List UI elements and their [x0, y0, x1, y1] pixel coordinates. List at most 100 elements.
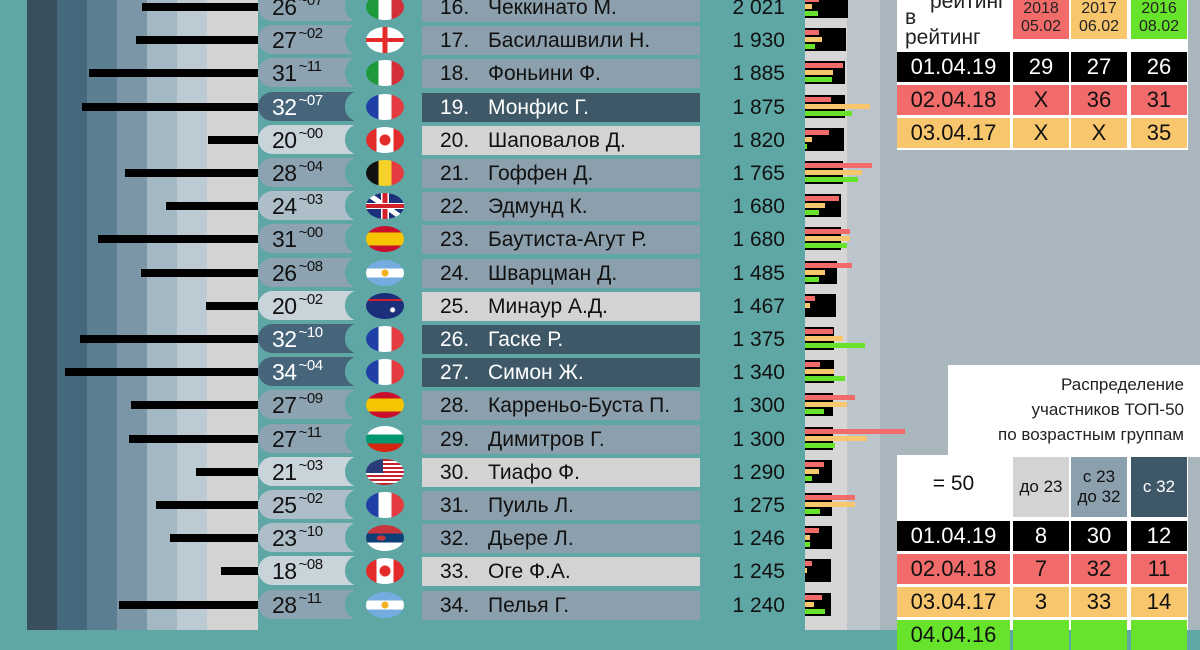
player-name: Шаповалов Д. [488, 129, 626, 152]
player-name: Монфис Г. [488, 96, 589, 119]
age-table-title: по возрастным группам [997, 425, 1184, 444]
player-name: Гоффен Д. [488, 162, 594, 185]
rank-value: 27 [1071, 52, 1127, 82]
player-row[interactable]: 31. Пуиль Л. [422, 491, 700, 520]
age-pill: 23 ~10 [258, 523, 354, 552]
age-months: ~03 [298, 191, 323, 208]
player-name: Пелья Г. [488, 594, 570, 617]
player-row[interactable]: 17. Басилашвили Н. [422, 26, 700, 55]
age-count: 12 [1131, 521, 1187, 551]
points-2016-bar [805, 44, 815, 49]
player-points: 1 275 [732, 494, 785, 517]
age-months: ~04 [298, 357, 323, 374]
age-pill: 31 ~00 [258, 224, 354, 253]
age-pill: 27 ~11 [258, 424, 354, 453]
points-2016-bar [805, 376, 845, 381]
age-pill: 27 ~09 [258, 390, 354, 419]
player-points: 1 820 [732, 129, 785, 152]
player-row[interactable]: 33. Оге Ф.А. [422, 557, 700, 586]
points-2017-bar [805, 37, 823, 42]
age-months: ~08 [298, 258, 323, 275]
points-2018-bar [805, 462, 824, 467]
year-column-header: 2016 08.02 [1131, 0, 1187, 39]
age-pill: 28 ~04 [258, 158, 354, 187]
age-bar [136, 36, 258, 44]
points-2018-bar [805, 528, 820, 533]
player-points: 1 300 [732, 394, 785, 417]
player-rank: 17. [440, 29, 470, 52]
row-date: 03.04.17 [897, 587, 1010, 617]
player-row[interactable]: 32. Дьере Л. [422, 524, 700, 553]
player-rank: 22. [440, 195, 470, 218]
age-bar [79, 335, 258, 343]
player-row[interactable]: 20. Шаповалов Д. [422, 126, 700, 155]
player-rank: 25. [440, 295, 470, 318]
player-points: 1 240 [732, 594, 785, 617]
player-name: Баутиста-Агут Р. [488, 228, 648, 251]
player-rank: 34. [440, 594, 470, 617]
player-row[interactable]: 16. Чеккинато М. [422, 0, 700, 22]
player-row[interactable]: 22. Эдмунд К. [422, 192, 700, 221]
points-2018-bar [805, 362, 821, 367]
points-2017-bar [805, 502, 855, 507]
rank-value: 31 [1131, 85, 1187, 115]
age-pill: 18 ~08 [258, 556, 354, 585]
player-name: Фоньини Ф. [488, 62, 601, 85]
points-2018-bar [805, 329, 834, 334]
age-years: 27 [272, 426, 297, 452]
argentina-flag-icon [366, 260, 404, 286]
player-rank: 24. [440, 262, 470, 285]
age-pill: 26 ~08 [258, 258, 354, 287]
points-2017-bar [805, 568, 807, 573]
player-row[interactable]: 19. Монфис Г. [422, 93, 700, 122]
points-2016-bar [805, 277, 820, 282]
age-group-label: до 32 [1077, 487, 1121, 506]
points-2016-bar [805, 210, 820, 215]
age-bar [88, 69, 258, 77]
header-text: в [905, 6, 917, 29]
player-row[interactable]: 28. Карреньо-Буста П. [422, 391, 700, 420]
player-row[interactable]: 27. Симон Ж. [422, 358, 700, 387]
player-row[interactable]: 25. Минаур А.Д. [422, 292, 700, 321]
points-2018-bar [805, 63, 844, 68]
points-2016-bar [805, 609, 825, 614]
player-name: Гаске Р. [488, 328, 564, 351]
age-bar [208, 136, 258, 144]
player-name: Симон Ж. [488, 361, 584, 384]
player-row[interactable]: 18. Фоньини Ф. [422, 59, 700, 88]
age-band [87, 0, 117, 630]
player-row[interactable]: 24. Шварцман Д. [422, 259, 700, 288]
age-pill: 20 ~02 [258, 291, 354, 320]
player-rank: 30. [440, 461, 470, 484]
age-months: ~09 [298, 390, 323, 407]
player-row[interactable]: 29. Димитров Г. [422, 425, 700, 454]
player-row[interactable]: 30. Тиафо Ф. [422, 458, 700, 487]
points-2017-bar [805, 535, 811, 540]
player-points: 1 290 [732, 461, 785, 484]
age-count [1013, 620, 1069, 650]
argentina-flag-icon [366, 592, 404, 618]
player-rank: 18. [440, 62, 470, 85]
player-row[interactable]: 34. Пелья Г. [422, 591, 700, 620]
age-count: 14 [1131, 587, 1187, 617]
age-months: ~07 [298, 92, 323, 109]
age-pill: 27 ~02 [258, 25, 354, 54]
year-label: 2016 [1141, 0, 1177, 17]
age-pill: 24 ~03 [258, 191, 354, 220]
age-count [1131, 620, 1187, 650]
age-years: 21 [272, 459, 297, 485]
age-months: ~08 [298, 556, 323, 573]
spain-flag-icon [366, 226, 404, 252]
age-bar [165, 202, 258, 210]
age-group-header: до 23 [1013, 457, 1069, 517]
age-table-title: Распределение [1061, 375, 1184, 394]
italy-flag-icon [366, 60, 404, 86]
player-row[interactable]: 21. Гоффен Д. [422, 159, 700, 188]
age-band [27, 0, 57, 630]
player-row[interactable]: 26. Гаске Р. [422, 325, 700, 354]
player-row[interactable]: 23. Баутиста-Агут Р. [422, 225, 700, 254]
player-name: Басилашвили Н. [488, 29, 651, 52]
rank-value: 29 [1013, 52, 1069, 82]
uk-flag-icon [366, 193, 404, 219]
age-bar [195, 468, 258, 476]
